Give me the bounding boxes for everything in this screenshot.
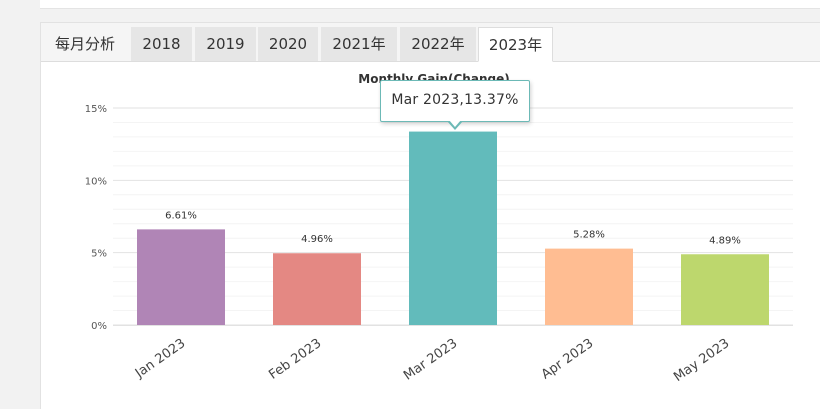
tab-2018[interactable]: 2018 (131, 27, 192, 61)
y-tick-label: 15% (85, 104, 107, 115)
x-tick-label: May 2023 (671, 336, 732, 385)
year-tabs: 每月分析 2018 2019 2020 2021年 2022年 2023年 (41, 23, 820, 62)
bar (681, 254, 769, 325)
tab-2022[interactable]: 2022年 (400, 27, 476, 61)
bar (409, 131, 497, 325)
data-label: 4.96% (301, 234, 333, 245)
bar (273, 253, 361, 325)
bar (545, 248, 633, 325)
y-tick-label: 5% (91, 249, 107, 260)
tab-2020[interactable]: 2020 (258, 27, 318, 61)
tab-2021[interactable]: 2021年 (321, 27, 397, 61)
x-tick-label: Feb 2023 (266, 336, 324, 383)
x-tick-label: Mar 2023 (401, 336, 460, 384)
x-tick-label: Apr 2023 (539, 336, 597, 383)
x-tick-label: Jan 2023 (132, 336, 188, 382)
y-tick-label: 0% (91, 321, 107, 332)
top-card (40, 0, 820, 9)
y-tick-label: 10% (85, 176, 107, 187)
tooltip-arrow-inner (449, 120, 461, 127)
data-label: 6.61% (165, 210, 197, 221)
tab-2019[interactable]: 2019 (195, 27, 256, 61)
tab-2023[interactable]: 2023年 (478, 27, 553, 62)
tab-monthly-analysis[interactable]: 每月分析 (54, 35, 115, 53)
bar (137, 229, 225, 325)
bar-tooltip: Mar 2023,13.37% (380, 80, 530, 122)
data-label: 5.28% (573, 230, 605, 241)
data-label: 4.89% (709, 235, 741, 246)
